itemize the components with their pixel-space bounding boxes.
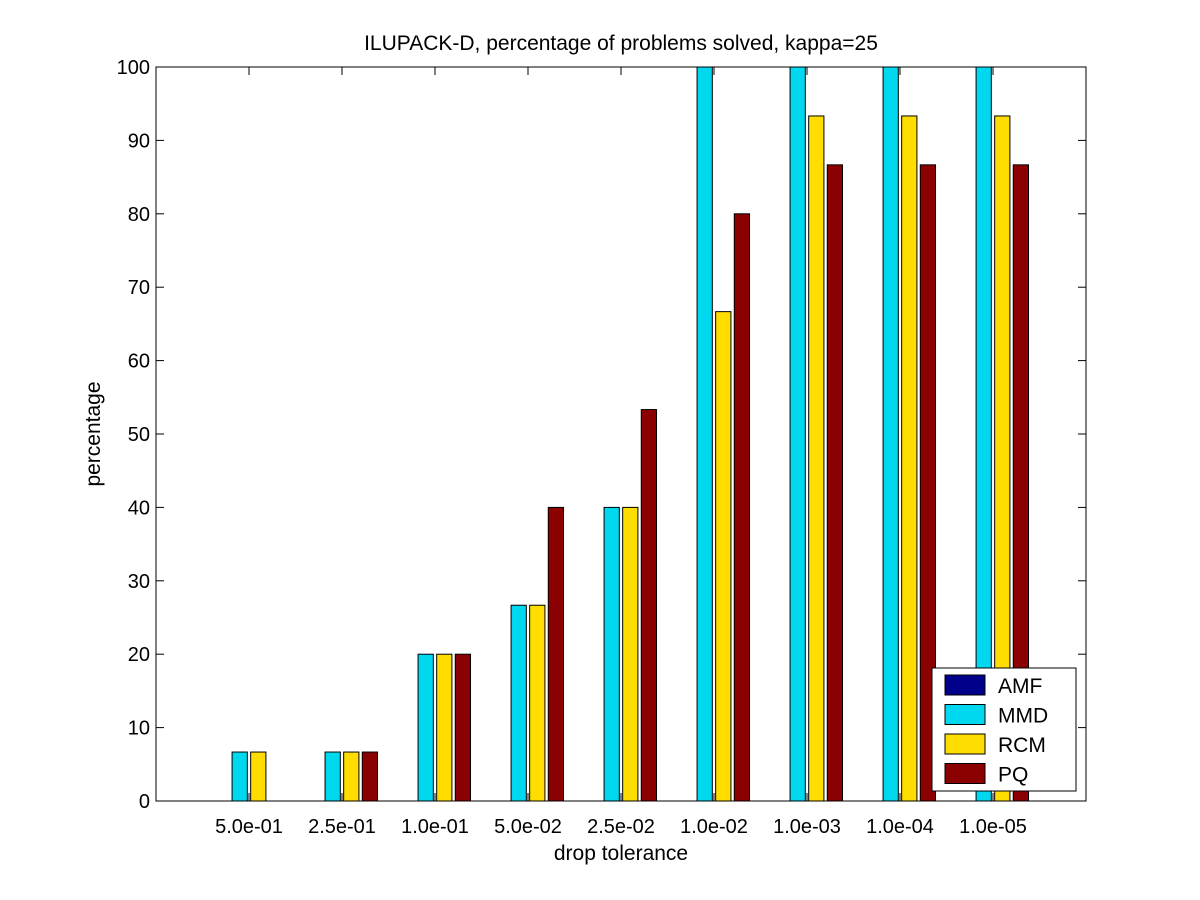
x-tick-label: 5.0e-02 bbox=[494, 816, 562, 838]
x-tick-label: 5.0e-01 bbox=[215, 816, 283, 838]
chart-title: ILUPACK-D, percentage of problems solved… bbox=[364, 32, 878, 55]
y-tick-label: 70 bbox=[128, 277, 150, 299]
bar-rcm-5.0e-02 bbox=[529, 604, 546, 802]
x-tick-label: 1.0e-01 bbox=[401, 816, 469, 838]
bar-mmd-2.5e-02 bbox=[603, 506, 620, 802]
y-tick-label: 60 bbox=[128, 351, 150, 373]
bar-mmd-1.0e-01 bbox=[417, 653, 434, 802]
bar-rcm-1.0e-04 bbox=[901, 115, 918, 802]
bar-rcm-2.5e-01 bbox=[343, 751, 360, 802]
y-tick-label: 90 bbox=[128, 130, 150, 152]
bar-pq-1.0e-02 bbox=[733, 213, 751, 802]
bar-pq-2.5e-01 bbox=[361, 751, 379, 802]
bar-mmd-1.0e-03 bbox=[789, 66, 806, 802]
y-tick-label: 80 bbox=[128, 204, 150, 226]
bar-rcm-2.5e-02 bbox=[622, 506, 639, 802]
bar-pq-5.0e-02 bbox=[547, 506, 565, 802]
legend-swatch-mmd bbox=[944, 704, 986, 725]
bar-mmd-1.0e-02 bbox=[696, 66, 713, 802]
x-tick-label: 1.0e-02 bbox=[680, 816, 748, 838]
legend-label-amf: AMF bbox=[998, 675, 1042, 698]
legend-label-rcm: RCM bbox=[998, 734, 1046, 757]
bar-pq-2.5e-02 bbox=[640, 409, 658, 802]
legend-swatch-amf bbox=[944, 674, 986, 696]
x-axis-label: drop tolerance bbox=[554, 842, 688, 865]
y-tick-label: 20 bbox=[128, 644, 150, 666]
axes-layer: 0 10 20 30 40 50 60 70 80 90 100 5.0e-01 2.5e-01 1.0e… bbox=[117, 57, 1087, 838]
y-tick-label: 30 bbox=[128, 571, 150, 593]
legend-swatch-rcm bbox=[944, 733, 986, 755]
legend-swatch-pq bbox=[944, 763, 986, 784]
bar-mmd-1.0e-04 bbox=[882, 66, 899, 802]
y-tick-label: 10 bbox=[128, 718, 150, 740]
x-tick-label: 2.5e-02 bbox=[587, 816, 655, 838]
legend: AMF MMD RCM PQ bbox=[931, 667, 1077, 792]
bar-rcm-5.0e-01 bbox=[250, 751, 267, 802]
x-tick-label: 1.0e-05 bbox=[959, 816, 1027, 838]
bar-pq-1.0e-03 bbox=[826, 164, 844, 802]
x-tick-label: 1.0e-03 bbox=[773, 816, 841, 838]
x-tick-label: 2.5e-01 bbox=[308, 816, 376, 838]
y-axis-label: percentage bbox=[82, 381, 105, 486]
y-tick-label: 100 bbox=[117, 57, 150, 79]
bar-mmd-5.0e-02 bbox=[510, 604, 527, 802]
bar-rcm-1.0e-01 bbox=[436, 653, 453, 802]
bar-pq-1.0e-01 bbox=[454, 653, 472, 802]
bar-mmd-5.0e-01 bbox=[231, 751, 248, 802]
bar-rcm-1.0e-03 bbox=[808, 115, 825, 802]
y-tick-label: 50 bbox=[128, 424, 150, 446]
y-tick-label: 40 bbox=[128, 497, 150, 519]
bar-rcm-1.0e-02 bbox=[715, 311, 732, 802]
legend-label-pq: PQ bbox=[998, 764, 1028, 787]
x-tick-label: 1.0e-04 bbox=[866, 816, 934, 838]
y-tick-label: 0 bbox=[139, 791, 150, 813]
legend-label-mmd: MMD bbox=[998, 705, 1048, 728]
bar-mmd-2.5e-01 bbox=[324, 751, 341, 802]
